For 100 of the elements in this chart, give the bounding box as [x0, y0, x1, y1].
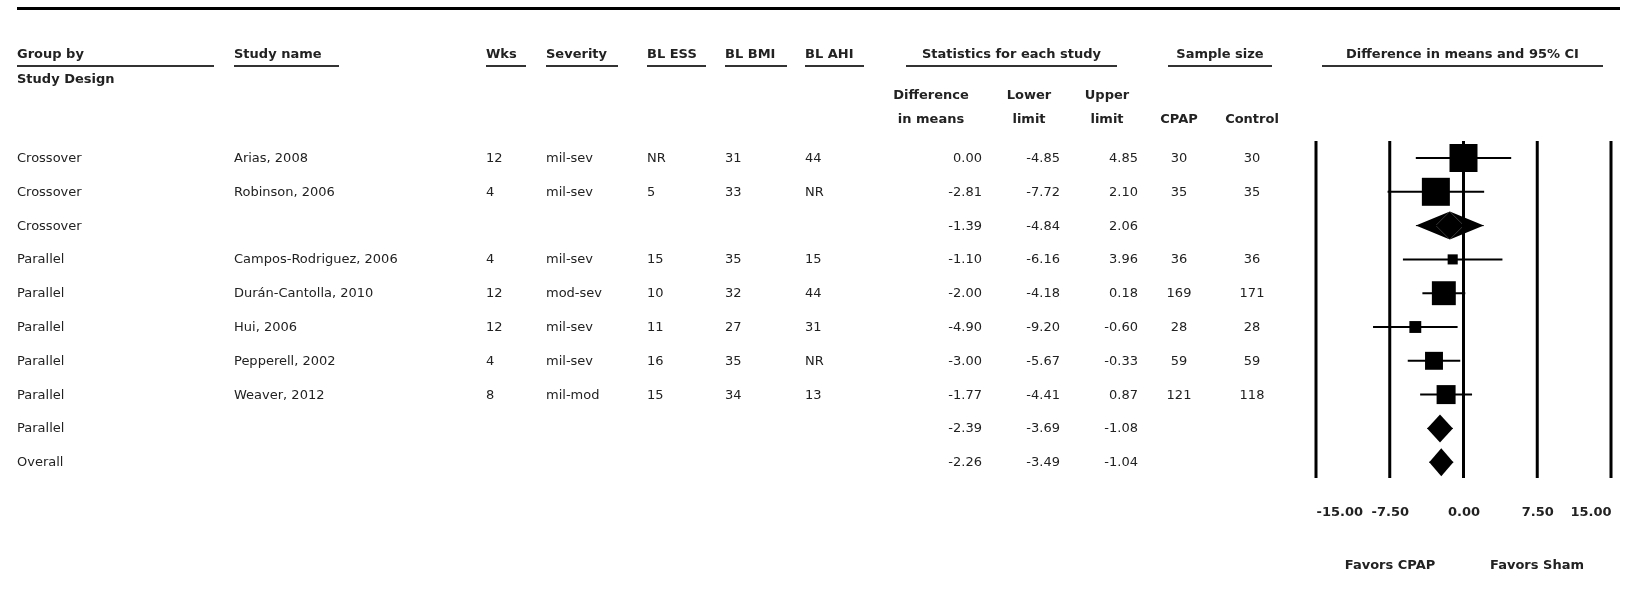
- text: mil-mod: [546, 386, 600, 402]
- category-label: Study name: [234, 46, 322, 61]
- text: -7.72: [1026, 183, 1060, 199]
- text: 34: [725, 386, 742, 402]
- text: 32: [725, 285, 742, 301]
- x-tick-label: 7.50: [1521, 503, 1554, 519]
- text: 169: [1166, 285, 1192, 301]
- x-tick-label: -15.00: [1316, 503, 1364, 519]
- text: -1.10: [948, 251, 982, 267]
- text: Parallel: [17, 386, 65, 402]
- text: 2.10: [1109, 183, 1138, 199]
- text: Parallel: [17, 251, 65, 267]
- text: -3.49: [1026, 454, 1060, 470]
- text: NR: [805, 183, 824, 199]
- text: Crossover: [17, 217, 82, 233]
- text: 28: [1243, 319, 1261, 334]
- text: 4: [486, 352, 495, 368]
- text: 44: [805, 150, 822, 165]
- text: 31: [805, 319, 822, 334]
- text: 11: [647, 319, 664, 334]
- text: mil-sev: [546, 183, 594, 199]
- text: 121: [1166, 386, 1192, 402]
- text: -5.67: [1026, 352, 1060, 368]
- text: 35: [1170, 183, 1188, 199]
- text: 5: [647, 183, 656, 199]
- text: -1.39: [948, 217, 982, 233]
- text: -4.41: [1026, 386, 1060, 402]
- category-label: CPAP: [1160, 111, 1198, 126]
- text: 59: [1170, 352, 1188, 368]
- text: Arias, 2008: [234, 150, 308, 165]
- text: Favors Sham: [1490, 557, 1584, 572]
- text: -2.00: [948, 285, 982, 301]
- category-label: Group by Study Design: [17, 46, 115, 86]
- text: Weaver, 2012: [234, 386, 325, 402]
- text: 171: [1239, 285, 1265, 301]
- text: 31: [725, 150, 742, 165]
- text: 27: [725, 319, 742, 334]
- text: 12: [486, 285, 503, 301]
- text: 10: [647, 285, 664, 301]
- text: -4.18: [1026, 285, 1060, 301]
- category-label: Lower limit: [1006, 87, 1052, 126]
- x-tick-label: 0.00: [1447, 503, 1481, 519]
- text: Overall: [17, 454, 64, 470]
- text: 12: [486, 319, 503, 334]
- text: 13: [805, 386, 822, 402]
- text: -4.90: [948, 319, 982, 334]
- text: 0.00: [953, 150, 982, 165]
- text: 15: [647, 251, 664, 267]
- text: Pepperell, 2002: [234, 352, 336, 368]
- text: 3.96: [1109, 251, 1138, 267]
- text: Statistics for each study: [922, 46, 1102, 61]
- text: 4.85: [1109, 150, 1138, 165]
- text: 0.18: [1109, 285, 1138, 301]
- text: 16: [647, 352, 664, 368]
- text: -9.20: [1026, 319, 1060, 334]
- text: Parallel: [17, 319, 65, 334]
- text: 36: [1243, 251, 1261, 267]
- text: -3.00: [948, 352, 982, 368]
- text: NR: [647, 150, 666, 165]
- text: 28: [1170, 319, 1188, 334]
- text: Parallel: [17, 285, 65, 301]
- text: 15: [805, 251, 822, 267]
- text: 33: [725, 183, 742, 199]
- text: -2.26: [948, 454, 982, 470]
- x-tick-label: -7.50: [1371, 503, 1409, 519]
- category-label: BL ESS: [647, 46, 697, 61]
- text: -2.39: [948, 420, 982, 436]
- text: Robinson, 2006: [234, 183, 335, 199]
- text: -1.77: [948, 386, 982, 402]
- text: Crossover: [17, 150, 82, 165]
- text: -2.81: [948, 183, 982, 199]
- text: Durán-Cantolla, 2010: [234, 285, 374, 301]
- text: 15: [647, 386, 664, 402]
- text: 2.06: [1109, 217, 1138, 233]
- text: Sample size: [1176, 46, 1264, 61]
- text: 30: [1243, 150, 1261, 165]
- text: 44: [805, 285, 822, 301]
- text: mil-sev: [546, 251, 594, 267]
- text: Campos-Rodriguez, 2006: [234, 251, 398, 267]
- text: -4.85: [1026, 150, 1060, 165]
- text: 4: [486, 183, 495, 199]
- text: -4.84: [1026, 217, 1060, 233]
- text: -1.04: [1104, 454, 1138, 470]
- text: mil-sev: [546, 319, 594, 334]
- text: -0.60: [1104, 319, 1138, 334]
- text: Hui, 2006: [234, 319, 297, 334]
- text: 8: [486, 386, 495, 402]
- text: 4: [486, 251, 495, 267]
- text: 0.87: [1109, 386, 1138, 402]
- text: mod-sev: [546, 285, 603, 301]
- text: -1.08: [1104, 420, 1138, 436]
- text: 35: [725, 352, 742, 368]
- text: 12: [486, 150, 503, 165]
- text: mil-sev: [546, 352, 594, 368]
- text: mil-sev: [546, 150, 594, 165]
- category-label: Wks: [486, 46, 517, 61]
- text: 59: [1243, 352, 1261, 368]
- category-label: BL BMI: [725, 46, 776, 61]
- text: 30: [1170, 150, 1188, 165]
- text: NR: [805, 352, 824, 368]
